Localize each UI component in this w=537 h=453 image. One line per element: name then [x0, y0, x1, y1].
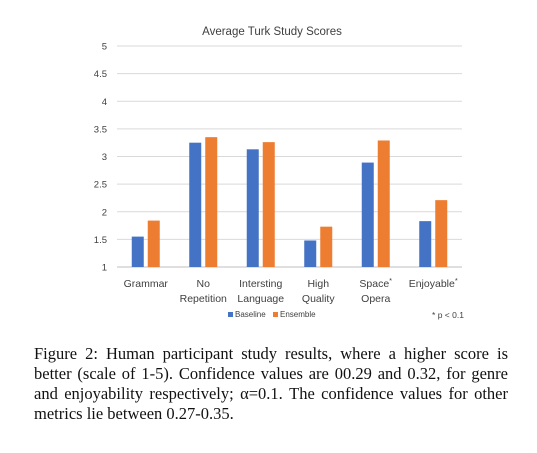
- gridlines: [117, 45, 462, 268]
- x-category-label: No: [197, 278, 211, 290]
- y-tick-label: 2: [102, 207, 107, 218]
- y-tick-label: 1: [102, 263, 107, 274]
- x-axis-category-labels: Grammar No Repetition Intersting Language Hig…: [124, 276, 458, 305]
- x-category-label: Grammar: [124, 278, 169, 290]
- y-tick-label: 4.5: [94, 69, 107, 80]
- y-axis-tick-labels: 1 1.5 2 2.5 3 3.5 4 4.5 5: [94, 42, 107, 274]
- bar-ensemble: [320, 226, 333, 267]
- figure-caption: Figure 2: Human participant study result…: [34, 344, 508, 423]
- x-category-label: Opera: [361, 293, 390, 305]
- legend-label-ensemble: Ensemble: [280, 310, 316, 319]
- x-category-label: Intersting: [239, 278, 282, 290]
- y-tick-label: 1.5: [94, 235, 107, 246]
- bar-ensemble: [262, 142, 275, 267]
- bar-baseline: [189, 142, 202, 267]
- x-category-label: High: [307, 278, 329, 290]
- bar-baseline: [419, 221, 432, 267]
- legend: Baseline Ensemble: [228, 310, 316, 319]
- x-category-label: Enjoyable*: [409, 276, 458, 290]
- bar-baseline: [246, 149, 259, 267]
- bar-ensemble: [147, 220, 160, 267]
- bar-chart: Average Turk Study Scores 1 1.5 2 2.5 3 3.5 4 4…: [94, 26, 464, 320]
- y-tick-label: 4: [102, 97, 107, 108]
- bar-ensemble: [377, 140, 390, 267]
- bars: [131, 137, 448, 267]
- x-category-label: Language: [237, 293, 284, 305]
- legend-swatch-ensemble: [273, 312, 278, 317]
- legend-swatch-baseline: [228, 312, 233, 317]
- y-tick-label: 2.5: [94, 180, 107, 191]
- y-tick-label: 5: [102, 42, 107, 53]
- x-category-label: Repetition: [180, 293, 227, 305]
- x-category-label: Quality: [302, 293, 335, 305]
- legend-label-baseline: Baseline: [235, 310, 266, 319]
- bar-ensemble: [435, 200, 448, 267]
- bar-baseline: [361, 162, 374, 267]
- chart-title: Average Turk Study Scores: [202, 26, 342, 38]
- y-tick-label: 3: [102, 152, 107, 163]
- y-tick-label: 3.5: [94, 124, 107, 135]
- bar-ensemble: [205, 137, 218, 267]
- bar-baseline: [131, 236, 144, 267]
- bar-baseline: [304, 240, 317, 267]
- significance-note: * p < 0.1: [432, 310, 464, 320]
- x-category-label: Space*: [359, 276, 392, 290]
